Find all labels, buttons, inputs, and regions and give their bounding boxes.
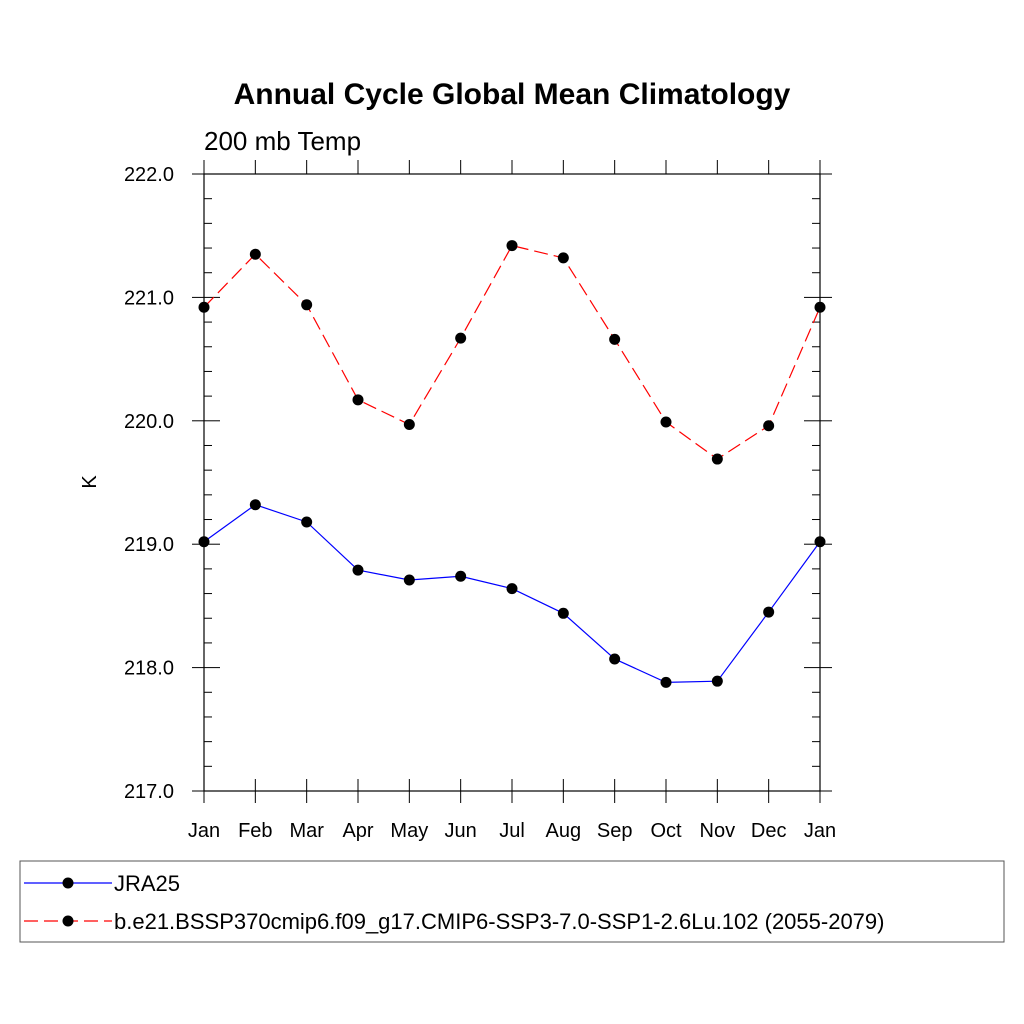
data-point — [403, 574, 415, 586]
x-tick-label: Dec — [751, 820, 787, 842]
x-tick-label: Sep — [597, 820, 633, 842]
legend-entry-0: JRA25 — [24, 871, 180, 896]
data-point — [506, 583, 518, 595]
legend-box — [19, 860, 1005, 943]
data-point — [455, 332, 467, 344]
legend-label: b.e21.BSSP370cmip6.f09_g17.CMIP6-SSP3-7.… — [114, 909, 884, 934]
x-tick-label: Jan — [804, 820, 836, 842]
y-axis-label: K — [79, 475, 101, 489]
series-line — [203, 244, 821, 460]
data-point — [557, 607, 569, 619]
chart-subtitle: 200 mb Temp — [204, 126, 361, 156]
data-point — [301, 299, 313, 311]
y-tick-label: 217.0 — [124, 781, 174, 803]
data-point — [249, 499, 261, 511]
legend: JRA25 b.e21.BSSP370cmip6.f09_g17.CMIP6-SS… — [19, 860, 1005, 943]
legend-marker — [62, 915, 74, 927]
x-tick-label: Aug — [546, 820, 582, 842]
data-point — [763, 606, 775, 618]
chart-title: Annual Cycle Global Mean Climatology — [234, 78, 791, 111]
data-point — [609, 653, 621, 665]
tick-labels: Jan Feb Mar Apr May Jun Jul Aug Sep Oct Nov Dec Jan 2… — [124, 164, 836, 842]
data-point — [301, 516, 313, 528]
y-tick-label: 221.0 — [124, 287, 174, 309]
legend-label: JRA25 — [114, 871, 180, 896]
series-0 — [198, 499, 826, 688]
x-tick-label: Jun — [445, 820, 477, 842]
x-tick-label: Mar — [289, 820, 324, 842]
y-tick-label: 219.0 — [124, 534, 174, 556]
data-point — [711, 675, 723, 687]
data-point — [352, 564, 364, 576]
data-point — [455, 570, 467, 582]
y-tick-label: 218.0 — [124, 658, 174, 680]
x-tick-label: Feb — [238, 820, 272, 842]
x-tick-label: Jan — [188, 820, 220, 842]
data-point — [609, 333, 621, 345]
data-point — [660, 416, 672, 428]
x-tick-label: Jul — [499, 820, 525, 842]
data-point — [763, 420, 775, 432]
x-tick-label: Oct — [650, 820, 682, 842]
x-tick-label: Nov — [700, 820, 736, 842]
data-point — [403, 419, 415, 431]
data-point — [711, 453, 723, 465]
y-tick-label: 220.0 — [124, 411, 174, 433]
data-point — [249, 248, 261, 260]
data-point — [557, 252, 569, 264]
x-tick-label: Apr — [342, 820, 373, 842]
data-point — [352, 394, 364, 406]
data-point — [506, 240, 518, 252]
data-point — [660, 676, 672, 688]
legend-entry-1: b.e21.BSSP370cmip6.f09_g17.CMIP6-SSP3-7.… — [24, 909, 884, 934]
y-tick-label: 222.0 — [124, 164, 174, 186]
legend-marker — [62, 877, 74, 889]
legend-entries: JRA25 b.e21.BSSP370cmip6.f09_g17.CMIP6-SS… — [24, 871, 884, 934]
x-tick-label: May — [390, 820, 428, 842]
series-1 — [198, 240, 826, 465]
plot-frame — [203, 173, 821, 792]
plot-series — [198, 240, 826, 688]
axis-ticks — [192, 160, 832, 803]
